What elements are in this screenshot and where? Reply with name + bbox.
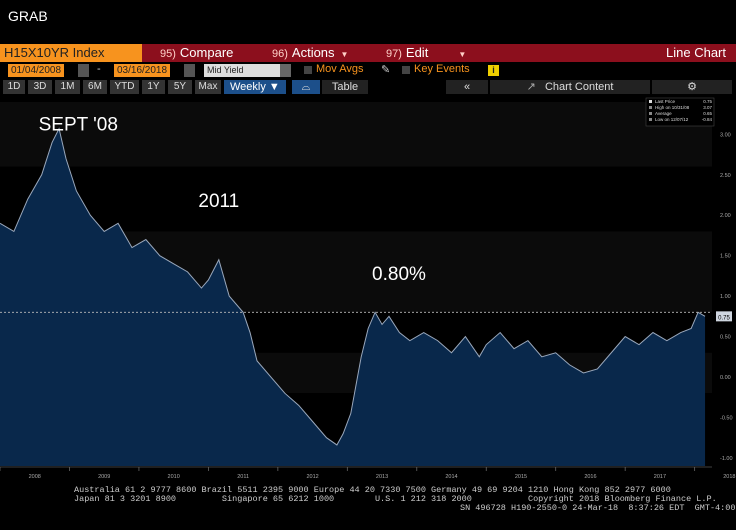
y-tick-label: -0.50 [720,415,733,421]
compare-label: Compare [179,45,234,60]
mov-avgs-checkbox[interactable] [304,66,312,74]
menu-bar [0,44,736,62]
y-tick-label: 3.00 [720,132,731,138]
x-tick-label: 2008 [29,474,41,480]
range-button-5y[interactable]: 5Y [168,80,192,94]
legend-high-marker [649,106,652,109]
key-events-checkbox[interactable] [402,66,410,74]
x-tick-label: 2018 [723,474,735,480]
legend-swatch [649,100,652,103]
chart-icon: ↗ [526,81,536,93]
legend-value: 0.75 [703,99,712,104]
x-tick-label: 2012 [306,474,318,480]
end-date-field[interactable]: 03/16/2018 [114,64,171,77]
range-button-1y[interactable]: 1Y [142,80,165,94]
key-events-label[interactable]: Key Events [414,63,470,75]
x-tick-label: 2015 [515,474,527,480]
x-tick-label: 2009 [98,474,110,480]
chevron-down-icon: ▼ [340,50,349,59]
edit-number: 97) [386,48,402,60]
footer: Australia 61 2 9777 8600 Brazil 5511 239… [0,486,736,513]
edit-menu[interactable]: 97) Edit ▼ [386,44,466,62]
view-label: Line Chart [666,45,726,60]
footer-line-1: Australia 61 2 9777 8600 Brazil 5511 239… [74,485,671,495]
range-button-6m[interactable]: 6M [83,80,107,94]
collapse-button[interactable]: « [446,80,488,94]
mov-avgs-label[interactable]: Mov Avgs [316,63,364,75]
ticker-field[interactable]: H15X10YR Index [0,44,142,62]
legend-label: Last Price [655,99,676,104]
range-button-ytd[interactable]: YTD [110,80,139,94]
actions-label: Actions [291,45,335,60]
y-tick-label: 1.00 [720,294,731,300]
pencil-icon[interactable]: ✎ [381,64,391,76]
info-icon[interactable]: i [488,65,499,76]
date-separator: - [97,63,101,75]
window-title: GRAB [8,8,48,24]
chevron-down-icon: ▼ [458,50,467,59]
y-tick-label: 2.50 [720,173,731,179]
range-button-max[interactable]: Max [195,80,221,94]
frequency-select[interactable]: Weekly ▼ [224,80,286,94]
y-tick-label: 0.50 [720,335,731,341]
annotations: SEPT '08 2011 0.80% [39,114,426,285]
x-tick-label: 2013 [376,474,388,480]
y-tick-label: 0.00 [720,375,731,381]
reference-line-layer: 0.75 [0,311,732,322]
chart-content-button[interactable]: ↗ Chart Content [490,80,650,94]
calendar-icon[interactable] [78,64,89,77]
legend-box: Last Price 0.75 High on 10/31/08 3.07 Averag… [645,97,715,127]
annotation-label: 2011 [198,191,239,212]
dropdown-icon[interactable] [280,64,291,77]
series-line [0,127,706,446]
x-tick-label: 2011 [237,474,249,480]
annotation-label: 0.80% [372,264,426,285]
table-button[interactable]: Table [322,80,368,94]
field-select[interactable]: Mid Yield [204,64,280,77]
line-chart-icon[interactable]: ⌓ [292,80,320,94]
annotation-label: SEPT '08 [39,114,118,135]
legend-value: 0.65 [703,111,712,116]
x-tick-label: 2010 [168,474,180,480]
legend-label: Low on 12/07/12 [655,117,689,122]
chart-band [0,166,712,232]
chart-content-label: Chart Content [544,81,614,93]
range-button-1m[interactable]: 1M [55,80,80,94]
x-tick-label: 2014 [445,474,457,480]
compare-menu[interactable]: 95) Compare [160,44,233,62]
actions-number: 96) [272,48,288,60]
legend-label: Average [655,111,672,116]
y-axis: 3.00 2.50 2.00 1.50 1.00 0.50 0.00 -0.50 -1.00 [720,132,733,462]
range-button-3d[interactable]: 3D [28,80,52,94]
y-tick-label: 2.00 [720,213,731,219]
actions-menu[interactable]: 96) Actions ▼ [272,44,348,62]
chart-band [0,102,712,167]
range-button-1d[interactable]: 1D [3,80,25,94]
chart-area [0,127,706,466]
legend-average-marker [649,112,652,115]
y-tick-label: 1.50 [720,254,731,260]
options-bar [0,62,736,79]
legend-value: 3.07 [703,105,712,110]
footer-line-2: Japan 81 3 3201 8900 Singapore 65 6212 1… [74,494,717,504]
edit-label: Edit [405,45,429,60]
yield-chart: 0.75 3.00 2.50 2.00 1.50 1.00 0.50 0.00 -0.50 -1… [0,97,735,480]
last-value-tag [716,311,732,322]
legend-value: -0.84 [702,117,713,122]
y-tick-label: -1.00 [720,456,733,462]
series-area [0,128,706,466]
legend-low-marker [649,118,652,121]
x-tick-label: 2017 [654,474,666,480]
legend-frame [645,97,715,127]
footer-line-3: SN 496728 H190-2550-0 24-Mar-18 8:37:26 … [460,503,736,513]
calendar-icon[interactable] [184,64,195,77]
x-tick-label: 2016 [584,474,596,480]
x-axis: 2008 2009 2010 2011 2012 2013 2014 2015 2016 2017… [0,466,735,480]
gear-icon[interactable]: ⚙ [652,80,732,94]
legend-label: High on 10/31/08 [655,105,690,110]
start-date-field[interactable]: 01/04/2008 [8,64,65,77]
compare-number: 95) [160,48,176,60]
last-value-label: 0.75 [718,315,730,321]
